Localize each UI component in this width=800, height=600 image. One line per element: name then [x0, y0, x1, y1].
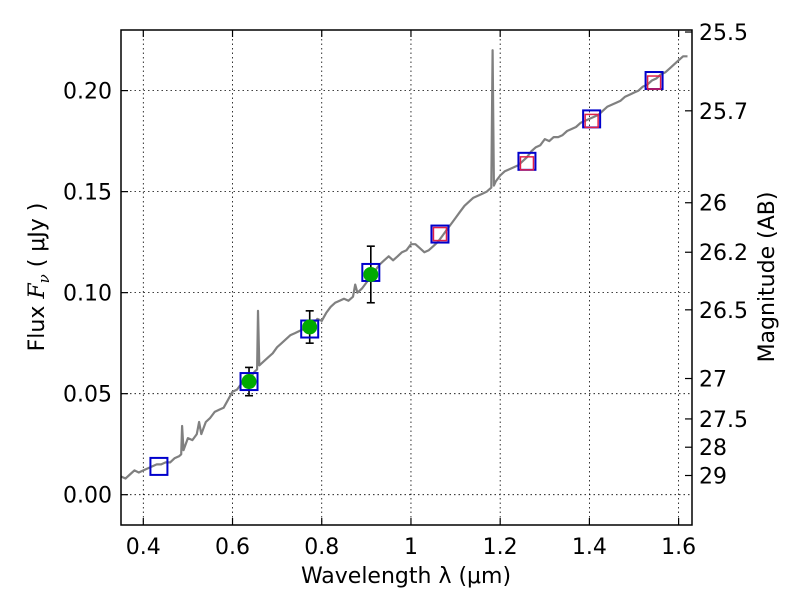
- measured-point: [241, 374, 257, 390]
- x-tick-label: 0.8: [304, 535, 339, 560]
- magnitude-tick-label: 26.5: [699, 299, 748, 324]
- photometry-square-blue: [149, 456, 169, 476]
- y-tick-label: 0.20: [63, 80, 112, 105]
- x-tick-label: 0.6: [215, 535, 250, 560]
- magnitude-tick-label: 26: [699, 192, 727, 217]
- x-axis-label: Wavelength λ (μm): [301, 564, 511, 589]
- x-tick-label: 1.2: [483, 535, 518, 560]
- x-tick-label: 1.6: [661, 535, 696, 560]
- spectrum-line: [120, 49, 688, 480]
- model-square-red: [584, 113, 599, 129]
- magnitude-tick-label: 26.2: [699, 241, 748, 266]
- measured-point: [363, 266, 379, 282]
- y-tick-label: 0.15: [63, 181, 112, 206]
- magnitude-tick-label: 27.5: [699, 408, 748, 433]
- x-tick-label: 1.4: [572, 535, 607, 560]
- measured-point: [302, 319, 318, 335]
- y-tick-label: 0.00: [63, 484, 112, 509]
- plot-frame-background: [121, 30, 692, 525]
- y2-axis-label: Magnitude (AB): [755, 192, 780, 363]
- y-axis-label: Flux Fν ( μJy ): [25, 203, 53, 352]
- model-square-red: [519, 156, 535, 171]
- photometry-square-blue: [239, 372, 259, 392]
- y-axis-label-subscript: ν: [35, 274, 53, 283]
- model-square-red: [646, 75, 662, 90]
- magnitude-tick-label: 29: [699, 465, 727, 490]
- y-tick-label: 0.05: [63, 383, 112, 408]
- y-axis-label-unit: ( μJy ): [25, 203, 50, 275]
- plot-area: 0.4 0.6 0.8 1 1.2 1.4 1.6 0.00 0.05 0.10 0.15 0.20 2…: [63, 21, 748, 560]
- photometry-square-blue: [430, 224, 450, 244]
- magnitude-tick-label: 25.5: [699, 21, 748, 46]
- x-tick-label: 1: [404, 535, 418, 560]
- x-tick-label: 0.4: [126, 535, 161, 560]
- plot-frame: [120, 29, 693, 526]
- y-axis-label-symbol: F: [25, 283, 50, 300]
- model-square-red: [432, 226, 448, 242]
- data-series: [120, 49, 688, 480]
- magnitude-tick-label: 25.7: [699, 100, 748, 125]
- y-tick-label: 0.10: [63, 282, 112, 307]
- magnitude-tick-label: 28: [699, 436, 727, 461]
- y-axis-label-flux: Flux: [25, 299, 50, 352]
- magnitude-tick-label: 27: [699, 368, 727, 393]
- axis-ticks: 0.4 0.6 0.8 1 1.2 1.4 1.6 0.00 0.05 0.10 0.15 0.20 2…: [63, 21, 748, 560]
- grid: [121, 30, 692, 525]
